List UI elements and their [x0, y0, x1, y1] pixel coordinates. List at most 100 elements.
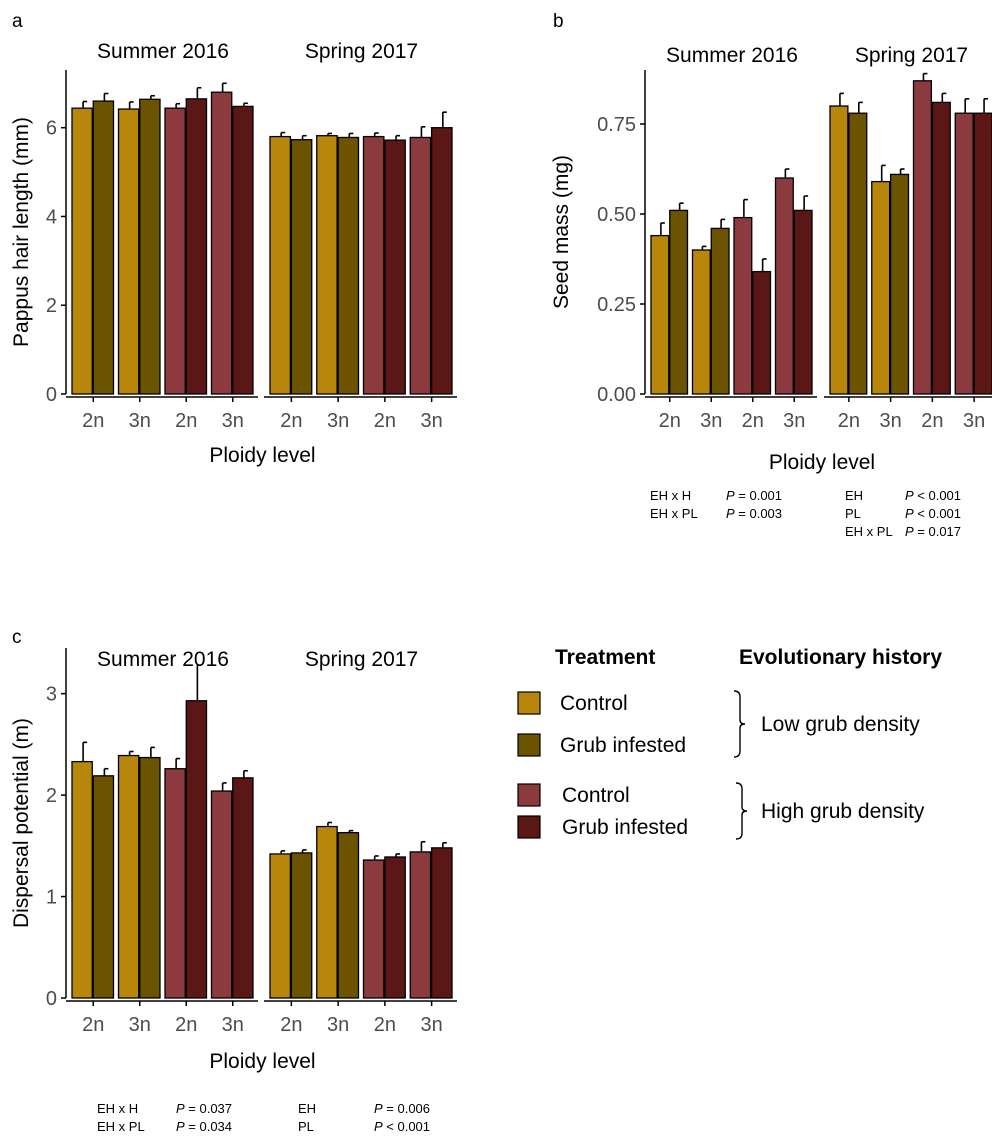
panel-c: c 0 1 2 3 Dispersal potential (m) Summer 2016 2…	[10, 627, 457, 1134]
stat-p-value: P < 0.001	[905, 506, 961, 521]
panel-label: b	[553, 11, 564, 32]
legend-brace	[735, 782, 748, 840]
x-tick-label: 2n	[280, 1014, 302, 1036]
bar	[710, 227, 730, 395]
bar	[912, 80, 933, 395]
x-tick-label: 3n	[880, 410, 902, 432]
bar	[210, 790, 233, 999]
bar	[290, 852, 313, 999]
facet-2: Spring 2017 2n 3n 2n 3n	[824, 44, 992, 432]
facet-title: Summer 2016	[97, 648, 229, 671]
facet-2: Spring 2017 2n 3n 2n 3n	[264, 40, 457, 432]
legend-treatment-title: Treatment	[555, 646, 655, 669]
legend-group: Control Grub infested High grub density	[517, 782, 925, 840]
bar	[164, 768, 186, 999]
x-tick-label: 2n	[659, 410, 681, 432]
bar	[829, 105, 849, 395]
x-tick-label: 3n	[222, 410, 244, 432]
x-tick-label: 2n	[175, 410, 197, 432]
x-tick-label: 3n	[421, 410, 443, 432]
stat-p-value: P < 0.001	[374, 1119, 430, 1134]
x-tick-label: 2n	[82, 410, 104, 432]
x-tick-label: 3n	[129, 410, 151, 432]
legend-item-label: Grub infested	[562, 816, 688, 839]
bar	[430, 127, 453, 395]
facet-1: Summer 2016 2n 3n 2n 3n	[645, 44, 817, 432]
y-tick-label: 0.75	[597, 114, 636, 136]
y-tick-label: 0	[46, 384, 57, 406]
stat-term: EH x H	[97, 1101, 138, 1116]
x-tick-label: 3n	[963, 410, 985, 432]
x-tick-label: 2n	[742, 410, 764, 432]
panel-a: a 0 2 4 6 Pappus hair length (mm) Summer 2016 2…	[10, 11, 457, 467]
x-tick-label: 3n	[222, 1014, 244, 1036]
stat-term: EH x H	[650, 488, 691, 503]
facet-title: Summer 2016	[666, 44, 798, 67]
bar	[409, 136, 432, 395]
stat-term: EH x PL	[650, 506, 698, 521]
legend-history-title: Evolutionary history	[739, 646, 942, 669]
y-tick-label: 0	[46, 988, 57, 1010]
x-axis-title: Ploidy level	[769, 451, 875, 474]
stat-term: EH	[298, 1101, 316, 1116]
bar	[384, 139, 406, 395]
x-tick-label: 2n	[175, 1014, 197, 1036]
stat-p-value: P = 0.017	[905, 524, 961, 539]
legend-swatch	[517, 783, 541, 807]
y-axis-title: Pappus hair length (mm)	[10, 117, 33, 347]
bar	[889, 173, 910, 395]
bar	[409, 851, 432, 999]
y-tick-label: 0.25	[597, 294, 636, 316]
x-tick-label: 3n	[421, 1014, 443, 1036]
bar	[669, 209, 689, 395]
y-tick-label: 6	[46, 118, 57, 140]
x-tick-label: 3n	[327, 410, 349, 432]
legend: Treatment Evolutionary history Control Grub…	[517, 646, 942, 840]
facet-1: Summer 2016 2n 3n 2n 3n	[66, 40, 258, 432]
stat-p-value: P = 0.034	[176, 1119, 232, 1134]
bar	[117, 754, 140, 999]
facet-title: Summer 2016	[97, 40, 229, 63]
bar	[931, 101, 951, 395]
legend-group: Control Grub infested Low grub density	[517, 690, 920, 758]
bar	[954, 112, 974, 395]
y-tick-label: 2	[46, 785, 57, 807]
y-axis-title: Seed mass (mg)	[550, 155, 573, 309]
y-tick-label: 0.50	[597, 204, 636, 226]
legend-item-label: Control	[562, 784, 630, 807]
bar	[139, 98, 161, 395]
bar	[290, 139, 313, 395]
stat-term: PL	[845, 506, 861, 521]
panel-b: b 0.00 0.25 0.50 0.75 Seed mass (mg) Summer 20…	[550, 11, 992, 539]
bar	[337, 136, 360, 395]
bar	[269, 135, 292, 395]
bar	[362, 135, 385, 395]
legend-item-label: Grub infested	[560, 734, 686, 757]
x-tick-label: 3n	[129, 1014, 151, 1036]
bar	[139, 756, 161, 999]
stat-term: EH x PL	[97, 1119, 145, 1134]
bar	[384, 856, 406, 999]
x-tick-label: 3n	[327, 1014, 349, 1036]
bar	[185, 98, 208, 395]
panel-label: c	[12, 627, 22, 648]
bar	[269, 853, 292, 999]
stat-p-value: P = 0.006	[374, 1101, 430, 1116]
x-tick-label: 2n	[374, 410, 396, 432]
facet-title: Spring 2017	[855, 44, 968, 67]
bar	[316, 135, 338, 395]
legend-brace	[733, 690, 746, 758]
y-axis-title: Dispersal potential (m)	[10, 718, 33, 928]
facet-2: Spring 2017 2n 3n 2n 3n	[264, 648, 457, 1036]
x-tick-label: 2n	[374, 1014, 396, 1036]
bar	[232, 777, 254, 999]
facet-title: Spring 2017	[305, 648, 418, 671]
x-tick-label: 3n	[700, 410, 722, 432]
bar	[752, 270, 772, 395]
bar	[337, 831, 360, 999]
bar	[871, 180, 891, 395]
panel-label: a	[12, 11, 23, 32]
stat-term: EH	[845, 488, 863, 503]
x-axis-title: Ploidy level	[209, 444, 315, 467]
bar	[92, 100, 115, 395]
